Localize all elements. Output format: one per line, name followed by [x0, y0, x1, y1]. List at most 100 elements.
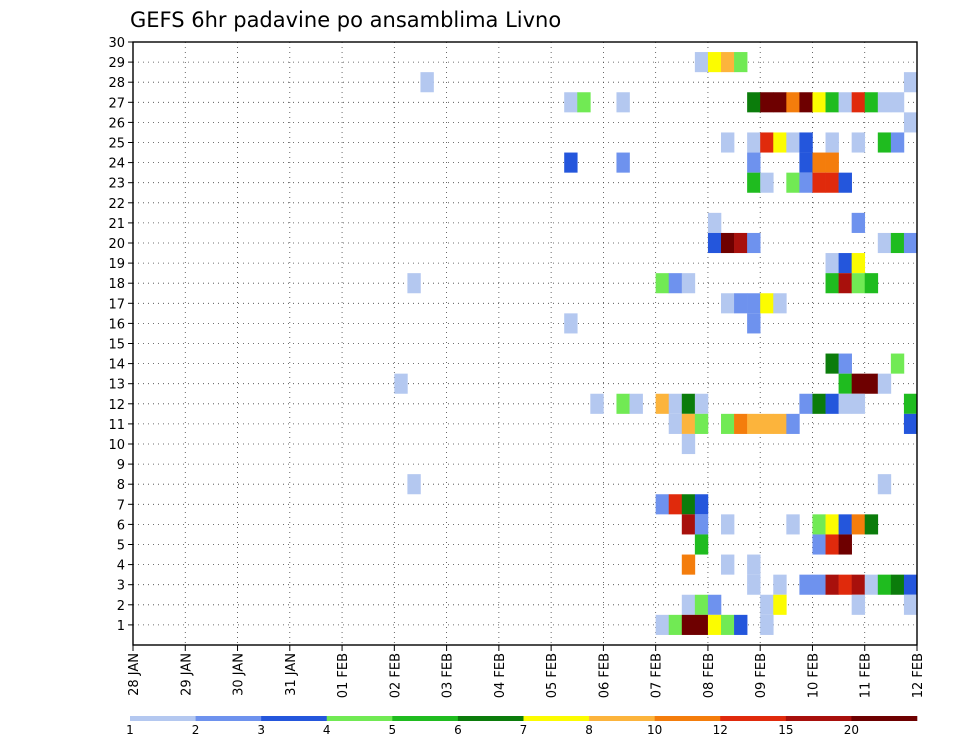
heatmap-cell: [825, 534, 839, 555]
heatmap-cell: [877, 92, 892, 113]
heatmap-cell: [838, 393, 852, 414]
heatmap-cell: [681, 273, 696, 294]
heatmap-cell: [851, 393, 866, 414]
heatmap-cell: [681, 393, 696, 414]
colorbar-swatch: [851, 716, 918, 721]
heatmap-cell: [890, 353, 905, 374]
heatmap-cell: [707, 52, 722, 73]
heatmap-cell: [903, 112, 918, 133]
x-tick-label: 29 JAN: [179, 653, 194, 696]
heatmap-cell: [747, 132, 761, 153]
heatmap-cell: [707, 594, 722, 615]
heatmap-cell: [564, 152, 578, 173]
y-tick-label: 24: [108, 157, 125, 172]
heatmap-cell: [864, 373, 879, 394]
y-tick-label: 25: [108, 137, 125, 152]
colorbar-swatch: [195, 716, 262, 721]
heatmap-cell: [747, 293, 761, 314]
y-tick-label: 13: [108, 378, 125, 393]
heatmap-cell: [851, 373, 866, 394]
heatmap-cell: [773, 574, 787, 595]
heatmap-cell: [825, 393, 839, 414]
heatmap-cell: [616, 393, 630, 414]
y-tick-label: 21: [108, 217, 125, 232]
heatmap-cell: [903, 594, 918, 615]
y-tick-label: 11: [108, 418, 125, 433]
heatmap-cell: [681, 494, 696, 515]
heatmap-cell: [838, 373, 852, 394]
heatmap-cell: [747, 92, 761, 113]
y-tick-label: 2: [117, 599, 125, 614]
heatmap-cell: [707, 212, 722, 233]
heatmap-cell: [760, 132, 774, 153]
chart-title: GEFS 6hr padavine po ansamblima Livno: [130, 8, 561, 32]
heatmap-cell: [799, 132, 813, 153]
colorbar-swatch: [589, 716, 655, 721]
heatmap-cell: [760, 172, 774, 193]
heatmap-cell: [747, 413, 761, 434]
heatmap-cell: [851, 514, 866, 535]
heatmap-cell: [721, 293, 735, 314]
heatmap-cell: [786, 514, 800, 535]
heatmap-cell: [825, 253, 839, 274]
x-tick-label: 02 FEB: [388, 653, 403, 698]
y-tick-label: 17: [108, 297, 125, 312]
heatmap-cell: [864, 92, 879, 113]
heatmap-cell: [668, 393, 683, 414]
y-tick-label: 28: [108, 76, 125, 91]
colorbar-label: 8: [585, 723, 593, 737]
y-tick-label: 23: [108, 177, 125, 192]
heatmap-cell: [694, 494, 709, 515]
heatmap-cell: [668, 614, 683, 635]
heatmap-cell: [825, 514, 839, 535]
heatmap-cell: [890, 132, 905, 153]
colorbar-swatch: [720, 716, 787, 721]
heatmap-cell: [721, 514, 735, 535]
heatmap-cell: [590, 393, 604, 414]
heatmap-cell: [812, 574, 826, 595]
heatmap-cell: [694, 614, 709, 635]
heatmap-cell: [655, 273, 670, 294]
heatmap-cell: [812, 152, 826, 173]
heatmap-cell: [721, 132, 735, 153]
heatmap-cell: [668, 273, 683, 294]
colorbar-label: 5: [389, 723, 397, 737]
heatmap-cell: [773, 92, 787, 113]
colorbar-label: 7: [520, 723, 528, 737]
y-tick-label: 19: [108, 257, 125, 272]
heatmap-cell: [864, 273, 879, 294]
colorbar: 1 2 3 4 5 6 7 8 10 12 15 20: [126, 716, 918, 737]
heatmap-cell: [747, 313, 761, 334]
heatmap-cell: [877, 232, 892, 254]
heatmap-cell: [838, 273, 852, 294]
heatmap-cell: [799, 152, 813, 173]
heatmap-cell: [734, 413, 748, 434]
heatmap-cell: [668, 413, 683, 434]
heatmap-cell: [825, 152, 839, 173]
heatmap-cell: [786, 413, 800, 434]
heatmap-cell: [668, 494, 683, 515]
y-tick-label: 18: [108, 277, 125, 292]
heatmap-cell: [694, 514, 709, 535]
colorbar-label: 1: [126, 723, 134, 737]
x-tick-label: 28 JAN: [127, 653, 142, 696]
heatmap-cell: [681, 413, 696, 434]
heatmap-cell: [890, 92, 905, 113]
heatmap-cell: [681, 514, 696, 535]
heatmap-cell: [655, 494, 670, 515]
heatmap-cell: [864, 514, 879, 535]
heatmap-cell: [760, 92, 774, 113]
heatmap-cell: [394, 373, 408, 394]
heatmap-cell: [890, 232, 905, 254]
x-tick-label: 08 FEB: [702, 653, 717, 698]
y-tick-label: 5: [117, 539, 125, 554]
heatmap-cell: [760, 594, 774, 615]
y-tick-label: 29: [108, 56, 125, 71]
x-tick-label: 31 JAN: [284, 653, 299, 696]
y-tick-label: 30: [108, 36, 125, 51]
heatmap-cell: [694, 393, 709, 414]
heatmap-cell: [681, 433, 696, 455]
heatmap-cell: [629, 393, 643, 414]
y-axis-tick-labels: 1234567891011121314151617181920212223242…: [108, 36, 133, 634]
